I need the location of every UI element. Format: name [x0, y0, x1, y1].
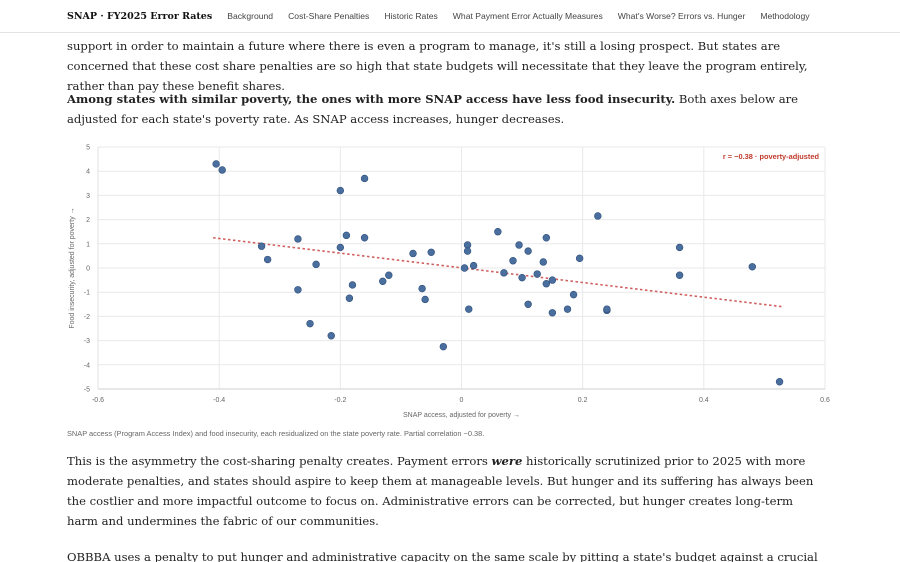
y-tick-label: -2: [84, 314, 90, 321]
site-brand[interactable]: SNAP · FY2025 Error Rates: [67, 10, 213, 22]
paragraph-obbba: OBBBA uses a penalty to put hunger and a…: [67, 550, 818, 562]
y-tick-label: 0: [86, 266, 90, 273]
data-point: [563, 305, 572, 313]
x-tick-label: 0.2: [578, 397, 588, 404]
data-point: [439, 342, 448, 351]
y-tick-label: 4: [86, 169, 90, 176]
paragraph-asymmetry: This is the asymmetry the cost-sharing p…: [67, 451, 827, 531]
data-point: [312, 260, 320, 269]
data-point: [469, 261, 478, 270]
data-point: [518, 273, 526, 282]
y-tick-label: 5: [86, 145, 90, 152]
data-point: [524, 247, 532, 255]
lead-bold-text: Among states with similar poverty, the o…: [67, 92, 676, 106]
correlation-annotation: r = −0.38 · poverty-adjusted: [723, 152, 820, 161]
data-point: [542, 234, 551, 242]
data-point: [257, 242, 266, 250]
data-point: [509, 257, 517, 265]
data-point: [348, 281, 357, 289]
data-point: [603, 305, 611, 313]
data-point: [294, 235, 302, 243]
data-point: [500, 269, 508, 277]
data-point: [748, 263, 756, 271]
data-point: [336, 186, 345, 195]
asymmetry-emphasis: were: [491, 454, 523, 468]
chart-caption: SNAP access (Program Access Index) and f…: [67, 429, 485, 438]
x-tick-label: 0.4: [699, 397, 709, 404]
data-point: [465, 305, 473, 313]
x-axis-label: SNAP access, adjusted for poverty →: [403, 412, 520, 419]
data-point: [342, 231, 351, 240]
lead-rest-text: Both axes below are adjusted for each st…: [67, 92, 799, 126]
data-point: [533, 270, 541, 278]
y-tick-label: -4: [84, 362, 90, 369]
asymmetry-text-1: This is the asymmetry the cost-sharing p…: [67, 454, 492, 468]
x-tick-label: -0.2: [334, 397, 346, 404]
trend-line: [213, 236, 783, 308]
x-tick-label: -0.4: [213, 397, 225, 404]
paragraph-intro: support in order to maintain a future wh…: [67, 39, 808, 93]
data-point: [460, 264, 469, 272]
y-tick-label: 3: [86, 193, 90, 200]
data-point: [515, 241, 523, 249]
data-point: [360, 234, 369, 242]
nav-link-background[interactable]: Background: [227, 11, 274, 21]
y-axis-label: Food insecurity, adjusted for poverty →: [69, 207, 76, 328]
nav-link-methodology[interactable]: Methodology: [760, 11, 810, 21]
data-point: [539, 258, 547, 266]
nav-link-errors-vs-hunger[interactable]: What's Worse? Errors vs. Hunger: [617, 11, 746, 21]
data-point: [548, 309, 557, 317]
data-point: [569, 290, 578, 299]
paragraph-lead: Among states with similar poverty, the o…: [67, 89, 827, 129]
data-point: [294, 286, 302, 294]
nav-link-cost-share-penalties[interactable]: Cost-Share Penalties: [288, 11, 370, 21]
y-tick-label: -1: [84, 290, 90, 297]
data-point: [594, 212, 602, 220]
data-point: [306, 319, 314, 328]
data-point: [327, 332, 335, 340]
data-point: [385, 271, 393, 279]
top-nav: SNAP · FY2025 Error Rates Background Cos…: [0, 0, 900, 33]
nav-link-payment-error[interactable]: What Payment Error Actually Measures: [452, 11, 603, 21]
data-point: [524, 300, 532, 309]
data-point: [409, 249, 417, 258]
data-point: [548, 276, 557, 284]
data-point: [212, 160, 220, 168]
data-point: [418, 284, 426, 293]
data-point: [775, 378, 784, 386]
x-tick-label: 0.6: [820, 397, 830, 404]
y-tick-label: -5: [84, 387, 90, 394]
data-point: [379, 277, 387, 286]
x-tick-label: 0: [460, 397, 464, 404]
data-point: [263, 255, 272, 264]
data-point: [675, 243, 684, 252]
data-point: [421, 295, 429, 304]
y-tick-label: 2: [86, 217, 90, 224]
data-point: [675, 271, 684, 279]
y-tick-label: 1: [86, 241, 90, 248]
data-point: [494, 227, 502, 236]
x-tick-label: -0.6: [92, 397, 104, 404]
nav-link-historic-rates[interactable]: Historic Rates: [384, 11, 438, 21]
data-point: [345, 294, 354, 302]
data-point: [542, 280, 551, 288]
y-tick-label: -3: [84, 338, 90, 345]
data-point: [336, 243, 345, 252]
data-point: [427, 248, 435, 256]
data-point: [463, 247, 472, 255]
asymmetry-text-2: historically scrutinized prior to 2025 w…: [67, 454, 814, 528]
data-point: [360, 174, 369, 183]
data-point: [218, 166, 226, 174]
scatter-chart: -0.6 -0.4 -0.2 0 0.2 0.4 0.6 5 4 3 2 1 0 -1 -2 -3 -4 -5 r …: [69, 145, 830, 420]
data-point: [575, 254, 584, 263]
